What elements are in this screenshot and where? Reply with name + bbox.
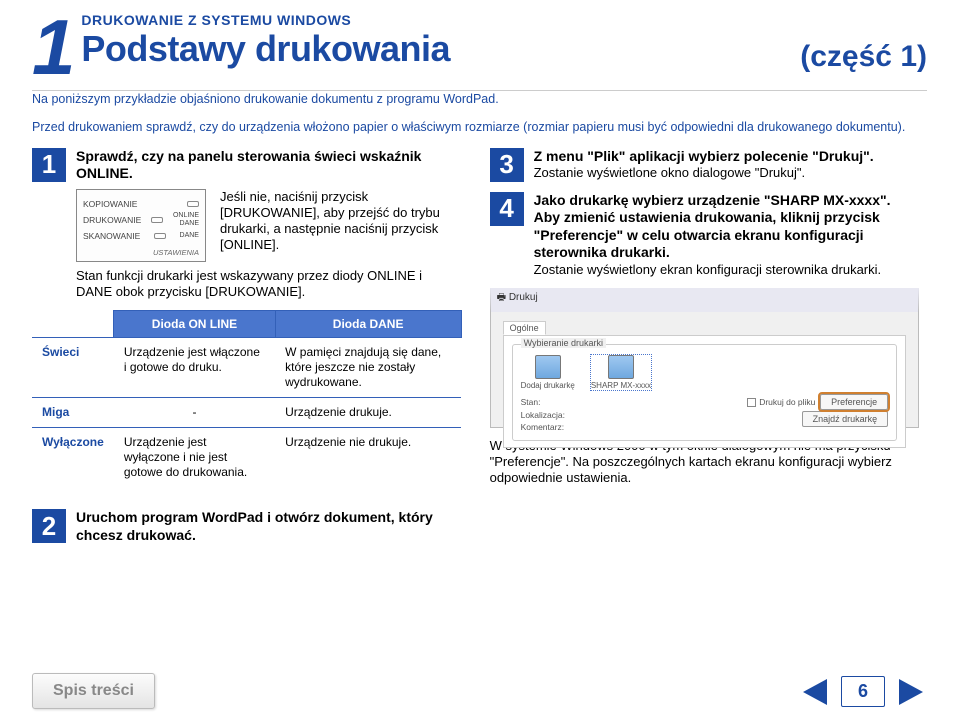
- step-num-2: 2: [32, 509, 66, 543]
- field-stan: Stan:: [521, 396, 565, 409]
- panel-r3: SKANOWANIE: [83, 231, 140, 241]
- nav-right: 6: [799, 676, 927, 707]
- step-num-1: 1: [32, 148, 66, 182]
- cell: Urządzenie drukuje.: [275, 398, 461, 428]
- field-lokalizacja: Lokalizacja:: [521, 409, 565, 422]
- dialog-fields: Stan: Lokalizacja: Komentarz: Drukuj do …: [521, 396, 889, 434]
- th-dane: Dioda DANE: [275, 311, 461, 338]
- row-label-swieci: Świeci: [32, 338, 114, 398]
- next-page-button[interactable]: [891, 677, 927, 707]
- panel-ustaw: USTAWIENIA: [83, 248, 199, 257]
- step-1-body: Sprawdź, czy na panelu sterowania świeci…: [76, 148, 462, 301]
- led-table: Dioda ON LINE Dioda DANE Świeci Urządzen…: [32, 310, 462, 487]
- right-column: 3 Z menu "Plik" aplikacji wybierz polece…: [490, 148, 920, 555]
- led-icon: [187, 201, 199, 207]
- page-number: 6: [841, 676, 885, 707]
- printer-add-label: Dodaj drukarkę: [521, 381, 575, 390]
- header: 1 DRUKOWANIE Z SYSTEMU WINDOWS Podstawy …: [32, 12, 927, 82]
- intro-line-1: Na poniższym przykładzie objaśniono druk…: [32, 91, 927, 107]
- footer: Spis treści 6: [0, 673, 959, 709]
- step-3: 3 Z menu "Plik" aplikacji wybierz polece…: [490, 148, 920, 182]
- panel-leds-1: ONLINE DANE: [173, 212, 199, 227]
- dialog-title-text: Drukuj: [509, 292, 538, 303]
- led-online-label: ONLINE: [173, 212, 199, 219]
- cell: -: [114, 398, 275, 428]
- step-2: 2 Uruchom program WordPad i otwórz dokum…: [32, 509, 462, 544]
- print-dialog-screenshot: 🖶 Drukuj Ogólne Wybieranie drukarki Doda…: [490, 288, 920, 428]
- panel-r1: KOPIOWANIE: [83, 199, 137, 209]
- step-4: 4 Jako drukarkę wybierz urządzenie "SHAR…: [490, 192, 920, 278]
- table-header-row: Dioda ON LINE Dioda DANE: [32, 311, 461, 338]
- panel-r2: DRUKOWANIE: [83, 215, 141, 225]
- cell: W pamięci znajdują się dane, które jeszc…: [275, 338, 461, 398]
- preferences-button: Preferencje: [820, 394, 888, 410]
- step-2-body: Uruchom program WordPad i otwórz dokumen…: [76, 509, 462, 544]
- find-printer-button: Znajdź drukarkę: [802, 411, 889, 427]
- led-dane-label: DANE: [180, 220, 199, 227]
- step-4-body: Jako drukarkę wybierz urządzenie "SHARP …: [534, 192, 920, 278]
- part-label: (część 1): [800, 40, 927, 74]
- led-icon: [154, 233, 166, 239]
- cell: Urządzenie jest włączone i gotowe do dru…: [114, 338, 275, 398]
- th-online: Dioda ON LINE: [114, 311, 275, 338]
- subtitle: DRUKOWANIE Z SYSTEMU WINDOWS: [81, 12, 927, 28]
- printers-row: Dodaj drukarkę SHARP MX-xxxx: [521, 355, 889, 390]
- table-row: Świeci Urządzenie jest włączone i gotowe…: [32, 338, 461, 398]
- printer-add: Dodaj drukarkę: [521, 355, 575, 390]
- step-1-status: Stan funkcji drukarki jest wskazywany pr…: [76, 268, 462, 301]
- table-row: Miga - Urządzenie drukuje.: [32, 398, 461, 428]
- th-empty: [32, 311, 114, 338]
- step-3-head: Z menu "Plik" aplikacji wybierz poleceni…: [534, 148, 920, 166]
- step-3-text: Zostanie wyświetlone okno dialogowe "Dru…: [534, 165, 920, 181]
- step-1-right-text: Jeśli nie, naciśnij przycisk [DRUKOWANIE…: [220, 189, 462, 262]
- step-num-3: 3: [490, 148, 524, 182]
- table-row: Wyłączone Urządzenie jest wyłączone i ni…: [32, 428, 461, 488]
- cell: Urządzenie jest wyłączone i nie jest got…: [114, 428, 275, 488]
- left-column: 1 Sprawdź, czy na panelu sterowania świe…: [32, 148, 462, 555]
- chapter-number: 1: [32, 12, 71, 82]
- step-2-head: Uruchom program WordPad i otwórz dokumen…: [76, 509, 462, 544]
- intro-line-2: Przed drukowaniem sprawdź, czy do urządz…: [32, 119, 927, 135]
- step-4-text: Zostanie wyświetlony ekran konfiguracji …: [534, 262, 920, 278]
- checkbox-file-label: Drukuj do pliku: [759, 397, 815, 407]
- group-title: Wybieranie drukarki: [521, 338, 606, 348]
- step-num-4: 4: [490, 192, 524, 226]
- step-1-head: Sprawdź, czy na panelu sterowania świeci…: [76, 148, 462, 183]
- checkbox-icon: [747, 398, 756, 407]
- printer-group: Wybieranie drukarki Dodaj drukarkę SHARP…: [512, 344, 898, 441]
- page: 1 DRUKOWANIE Z SYSTEMU WINDOWS Podstawy …: [0, 0, 959, 719]
- step-1-inner: KOPIOWANIE DRUKOWANIE ONLINE DANE: [76, 189, 462, 262]
- sharp-printer-icon: [608, 355, 634, 379]
- cell: Urządzenie nie drukuje.: [275, 428, 461, 488]
- row-label-miga: Miga: [32, 398, 114, 428]
- step-1: 1 Sprawdź, czy na panelu sterowania świe…: [32, 148, 462, 301]
- led-icon: [151, 217, 163, 223]
- row-label-wylaczone: Wyłączone: [32, 428, 114, 488]
- add-printer-icon: [535, 355, 561, 379]
- step-3-body: Z menu "Plik" aplikacji wybierz poleceni…: [534, 148, 920, 182]
- field-komentarz: Komentarz:: [521, 421, 565, 434]
- dialog-body: Ogólne Wybieranie drukarki Dodaj drukark…: [491, 312, 919, 456]
- printer-sharp: SHARP MX-xxxx: [591, 355, 651, 390]
- control-panel-diagram: KOPIOWANIE DRUKOWANIE ONLINE DANE: [76, 189, 206, 262]
- step-4-head: Jako drukarkę wybierz urządzenie "SHARP …: [534, 192, 920, 262]
- toc-button[interactable]: Spis treści: [32, 673, 155, 709]
- prev-page-button[interactable]: [799, 677, 835, 707]
- panel-leds-2: DANE: [180, 232, 199, 240]
- dialog-title: 🖶 Drukuj: [497, 290, 538, 307]
- printer-sharp-label: SHARP MX-xxxx: [591, 381, 651, 390]
- content-columns: 1 Sprawdź, czy na panelu sterowania świe…: [32, 148, 927, 555]
- dialog-tab: Ogólne: [503, 321, 546, 335]
